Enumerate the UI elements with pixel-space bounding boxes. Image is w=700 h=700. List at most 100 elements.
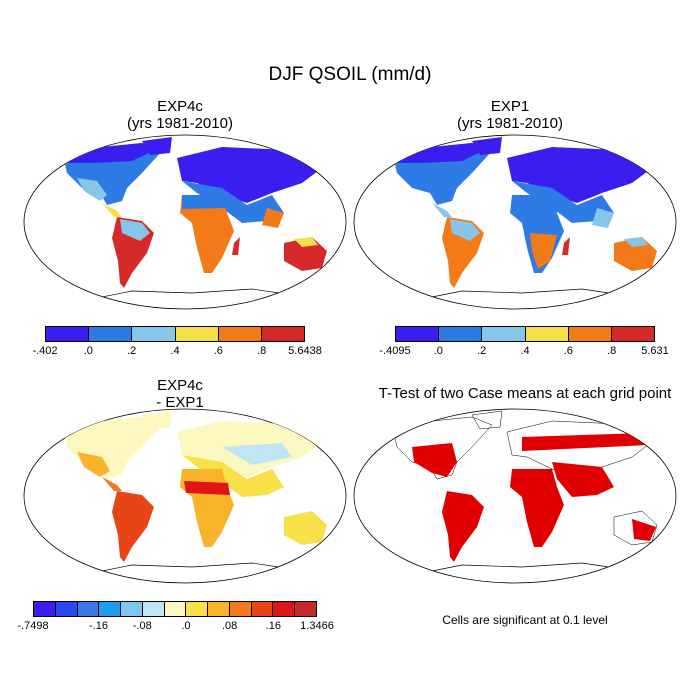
colorbar-swatch	[46, 327, 90, 341]
colorbar-swatch	[273, 602, 296, 616]
colorbar-tick-label: -.4095	[379, 345, 411, 357]
colorbar-tick-label: .8	[257, 345, 267, 357]
panel-1-title: EXP4c (yrs 1981-2010)	[40, 98, 320, 132]
colorbar-swatch	[99, 602, 122, 616]
asia-south	[182, 455, 284, 497]
colorbar-swatch	[77, 602, 100, 616]
colorbar-swatch	[396, 327, 440, 341]
figure-title: DJF QSOIL (mm/d)	[268, 64, 432, 85]
colorbar-swatch	[89, 327, 133, 341]
map-panel-ttest	[353, 408, 677, 584]
continents	[62, 137, 327, 306]
australia-north	[624, 237, 648, 247]
colorbar-swatch	[34, 602, 56, 616]
madagascar	[232, 237, 240, 255]
panel-2-title-line1: EXP1	[490, 98, 530, 115]
colorbar-swatch	[439, 327, 483, 341]
asia-central	[222, 443, 292, 465]
colorbar-tick-label: .6	[213, 345, 223, 357]
sahara	[182, 195, 226, 209]
australia-north	[294, 237, 318, 247]
greenland	[142, 137, 172, 155]
colorbar-swatch	[55, 602, 78, 616]
panel-3-title-line2: - EXP1	[156, 394, 204, 411]
south-america	[112, 491, 154, 562]
colorbar-tick-label: .4	[520, 345, 530, 357]
colorbar-swatch	[482, 327, 526, 341]
australia	[614, 237, 657, 271]
greenland	[472, 137, 502, 155]
panel-4-title: T-Test of two Case means at each grid po…	[378, 385, 672, 402]
asia-south	[182, 181, 284, 223]
panel-3-title: EXP4c - EXP1	[40, 377, 320, 411]
panel-2-title: EXP1 (yrs 1981-2010)	[370, 98, 650, 132]
central-america	[432, 203, 452, 217]
north-america-north	[62, 143, 157, 163]
colorbar-tick-label: 5.631	[641, 345, 669, 357]
amazon	[450, 219, 480, 241]
southeast-asia	[592, 208, 614, 228]
colorbar-swatch	[175, 327, 219, 341]
colorbar-swatch	[568, 327, 612, 341]
colorbar-swatch	[121, 602, 143, 616]
colorbar-swatch	[229, 602, 252, 616]
north-america-south	[77, 452, 110, 477]
colorbar-tick-label: .6	[563, 345, 573, 357]
greenland	[142, 411, 172, 429]
panel-1-title-line1: EXP4c	[157, 98, 203, 115]
colorbar-swatch	[295, 602, 316, 616]
north-america-north	[392, 143, 487, 163]
southeast-asia	[262, 208, 284, 228]
colorbar-tick-label: .8	[607, 345, 617, 357]
colorbar-tick-label: .4	[170, 345, 180, 357]
colorbar-tick-label: -.08	[132, 620, 152, 632]
africa-significant	[510, 469, 564, 547]
map-panel-difference	[23, 408, 347, 584]
africa-south	[530, 233, 557, 269]
map-panel-exp4c	[23, 134, 347, 310]
continents	[62, 411, 327, 580]
colorbar-swatch	[186, 602, 209, 616]
australia	[284, 237, 327, 271]
south-america-significant	[442, 491, 484, 562]
colorbar-tick-label: .2	[127, 345, 137, 357]
colorbar-tick-label: 5.6438	[288, 345, 322, 357]
colorbar-tick-label: .0	[181, 620, 191, 632]
panel-2-title-line2: (yrs 1981-2010)	[457, 115, 563, 132]
sahel	[184, 481, 230, 495]
greenland-outline	[471, 410, 503, 430]
north-america-south	[77, 178, 107, 201]
colorbar-swatch	[611, 327, 655, 341]
colorbar-swatch	[525, 327, 569, 341]
amazon	[120, 219, 150, 241]
colorbar-swatch	[132, 327, 176, 341]
map-panel-exp1	[353, 134, 677, 310]
north-america	[62, 417, 162, 479]
colorbar-swatch	[208, 602, 230, 616]
colorbar-tick-label: .0	[433, 345, 443, 357]
significance-note: Cells are significant at 0.1 level	[442, 613, 608, 627]
africa	[180, 195, 234, 273]
colorbar-tick-label: .2	[477, 345, 487, 357]
asia-south	[512, 181, 614, 223]
colorbar-swatch	[251, 602, 274, 616]
colorbar-tick-label: 1.3466	[300, 620, 334, 632]
colorbar-tick-label: .0	[83, 345, 93, 357]
colorbar-difference	[33, 601, 317, 617]
panel-3-title-line1: EXP4c	[157, 377, 203, 394]
colorbar-tick-label: -.16	[89, 620, 109, 632]
significance-cells	[391, 410, 658, 580]
central-america	[102, 203, 122, 217]
colorbar-tick-label: -.7498	[17, 620, 49, 632]
eurasia-north-significant	[522, 433, 648, 451]
colorbar-tick-label: .16	[265, 620, 281, 632]
north-america-outline	[391, 416, 493, 480]
colorbar-tick-label: -.402	[32, 345, 58, 357]
asia-south-significant	[552, 462, 614, 497]
colorbar-swatch	[164, 602, 187, 616]
colorbar-exp1	[395, 326, 655, 342]
north-america-significant	[412, 443, 457, 477]
madagascar	[562, 237, 570, 255]
colorbar-swatch	[218, 327, 262, 341]
colorbar-tick-label: .08	[221, 620, 238, 632]
